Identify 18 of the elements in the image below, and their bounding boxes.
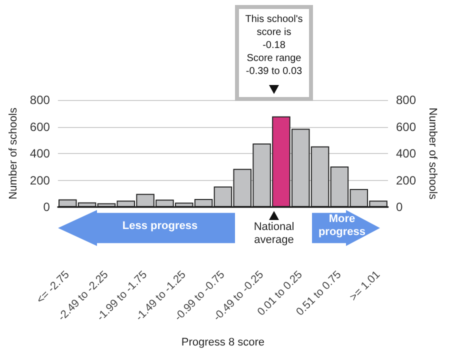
y-tick-label: 800 <box>30 93 50 107</box>
y-tick-label: 400 <box>30 146 50 160</box>
y2-tick-label: 400 <box>396 146 416 160</box>
x-axis-title: Progress 8 score <box>181 336 265 348</box>
y2-tick-label: 800 <box>396 93 416 107</box>
y-axis-title: Number of schools <box>8 107 20 200</box>
y-tick-label: 200 <box>30 173 50 188</box>
y2-tick-label: 200 <box>396 173 416 188</box>
y-tick-label: 0 <box>43 200 50 214</box>
text: More progress <box>317 213 367 239</box>
text: National average <box>252 221 296 247</box>
y2-axis-title: Number of schools <box>426 108 438 200</box>
text: This school's score is -0.18 Score range -0.39 to 0.03 <box>244 13 304 78</box>
y2-tick-label: 600 <box>396 120 416 134</box>
y-tick-label: 600 <box>30 120 50 134</box>
text: Less progress <box>121 220 199 232</box>
y2-tick-label: 0 <box>396 200 403 214</box>
x-tick-label: >= 1.01 <box>348 268 383 304</box>
